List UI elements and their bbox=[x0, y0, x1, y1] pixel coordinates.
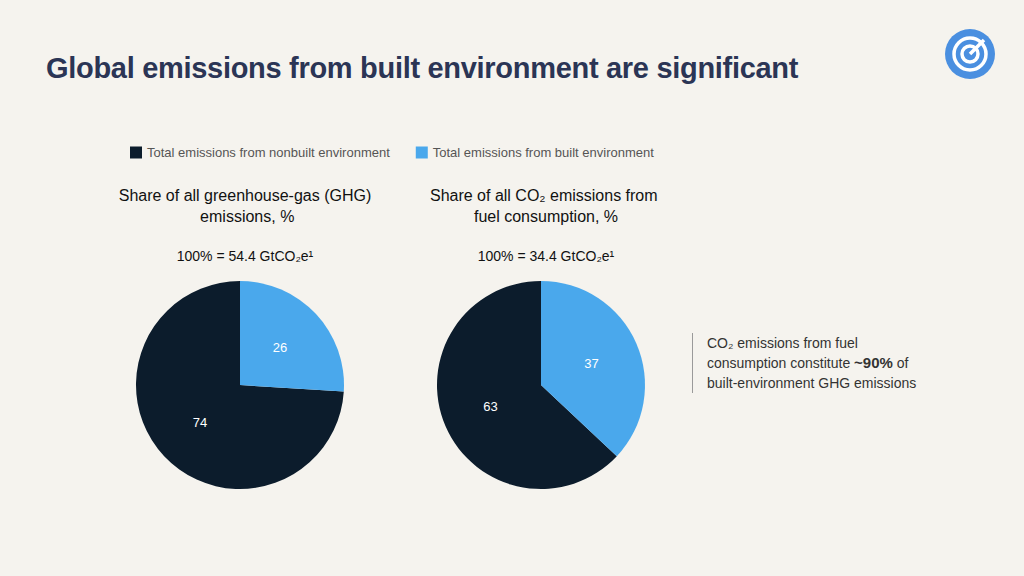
svg-text:74: 74 bbox=[193, 415, 207, 430]
svg-text:100% = 54.4 GtCO₂e¹: 100% = 54.4 GtCO₂e¹ bbox=[177, 248, 314, 264]
svg-text:26: 26 bbox=[273, 340, 287, 355]
svg-text:Share of all CO₂ emissions fro: Share of all CO₂ emissions from bbox=[430, 187, 662, 204]
svg-text:63: 63 bbox=[483, 399, 497, 414]
svg-text:Total emissions from built env: Total emissions from built environment bbox=[433, 145, 654, 160]
svg-text:100% = 34.4 GtCO₂e¹: 100% = 34.4 GtCO₂e¹ bbox=[478, 248, 615, 264]
svg-text:fuel consumption, %: fuel consumption, % bbox=[474, 208, 618, 225]
html-text:CO₂ emissions from fuel consum: CO₂ emissions from fuel consumption cons… bbox=[707, 335, 917, 391]
svg-text:37: 37 bbox=[584, 356, 598, 371]
svg-text:Total emissions from nonbuilt: Total emissions from nonbuilt environmen… bbox=[147, 145, 390, 160]
svg-text:emissions, %: emissions, % bbox=[196, 208, 295, 225]
svg-text:Share of all greenhouse-gas (G: Share of all greenhouse-gas (GHG) bbox=[119, 187, 372, 204]
html-text:Global emissions from built en: Global emissions from built environment … bbox=[46, 52, 799, 84]
